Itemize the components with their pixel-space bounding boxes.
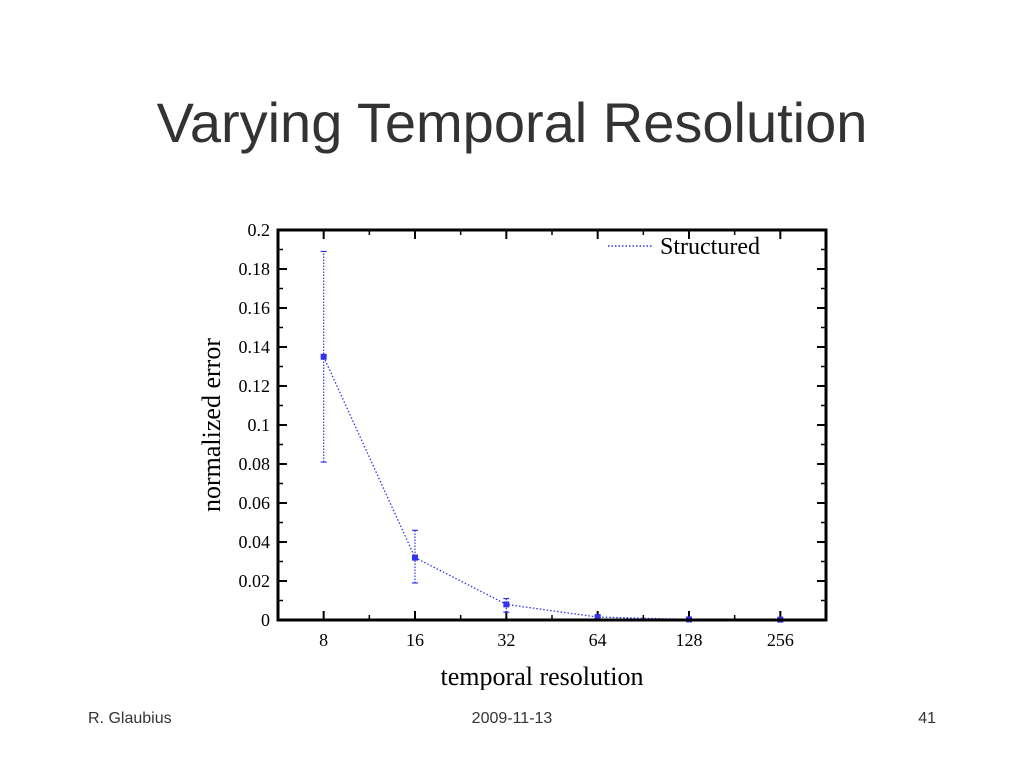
footer-author: R. Glaubius <box>88 710 172 727</box>
y-tick-label: 0.12 <box>239 376 271 396</box>
y-tick-label: 0.16 <box>239 298 271 318</box>
y-tick-label: 0.2 <box>248 220 271 240</box>
footer-page-number: 41 <box>918 710 936 727</box>
x-tick-label: 128 <box>676 630 703 650</box>
x-axis-label: temporal resolution <box>441 662 644 690</box>
y-tick-label: 0.18 <box>239 259 271 279</box>
y-tick-label: 0.14 <box>239 337 271 357</box>
slide-title: Varying Temporal Resolution <box>156 91 868 154</box>
legend-label: Structured <box>660 234 760 260</box>
chart-legend: Structured <box>608 234 760 260</box>
x-tick-label: 32 <box>497 630 515 650</box>
y-tick-label: 0.02 <box>239 571 271 591</box>
y-tick-label: 0.04 <box>239 532 271 552</box>
x-tick-label: 256 <box>767 630 794 650</box>
chart-error-bars <box>320 250 784 621</box>
x-tick-label: 16 <box>406 630 424 650</box>
chart-series <box>320 353 784 623</box>
footer-date: 2009-11-13 <box>471 710 553 727</box>
plot-frame <box>276 228 828 622</box>
chart-svg: 0 0.02 0.04 0.06 0.08 0.1 0.12 0.14 0.16 0.18 0.2 8… <box>197 220 828 690</box>
y-tick-label: 0.06 <box>239 493 271 513</box>
y-tick-label: 0.1 <box>248 415 271 435</box>
series-line <box>323 356 781 621</box>
data-point <box>503 601 510 608</box>
chart: 0 0.02 0.04 0.06 0.08 0.1 0.12 0.14 0.16 0.18 0.2 8… <box>190 210 850 690</box>
y-tick-label: 0.08 <box>239 454 271 474</box>
x-tick-label: 64 <box>589 630 607 650</box>
data-point <box>320 353 327 360</box>
data-point <box>412 554 418 561</box>
chart-ticks <box>278 229 826 621</box>
y-tick-label: 0 <box>261 610 270 630</box>
y-axis-label: normalized error <box>197 338 226 512</box>
data-point <box>594 614 601 621</box>
x-tick-label: 8 <box>319 630 328 650</box>
chart-labels: 0 0.02 0.04 0.06 0.08 0.1 0.12 0.14 0.16 0.18 0.2 8… <box>197 220 794 690</box>
